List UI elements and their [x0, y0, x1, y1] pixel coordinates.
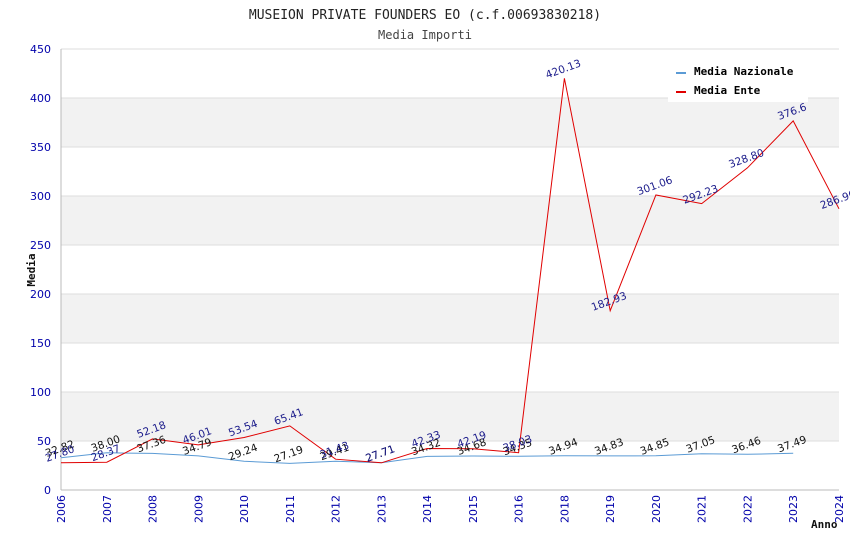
x-tick-label: 2013 [375, 495, 388, 523]
x-tick-label: 2011 [284, 495, 297, 523]
y-tick-label: 300 [30, 190, 51, 203]
grid-band [61, 294, 839, 343]
grid-band [61, 343, 839, 392]
series-line-media-ente [60, 78, 840, 464]
y-tick-label: 50 [37, 435, 51, 448]
x-tick-label: 2020 [650, 495, 663, 523]
legend-background [668, 58, 808, 102]
x-tick-label: 2018 [558, 495, 571, 523]
y-tick-label: 200 [30, 288, 51, 301]
x-tick-label: 2015 [467, 495, 480, 523]
y-tick-labels: 0 50 100 150 200 250 300 350 400 450 [30, 43, 51, 497]
grid-lines [61, 48, 839, 491]
y-tick-label: 150 [30, 337, 51, 350]
x-axis-label: Anno [811, 518, 838, 531]
x-tick-label: 2024 [833, 495, 846, 523]
y-tick-label: 100 [30, 386, 51, 399]
x-tick-label: 2008 [147, 495, 160, 523]
x-tick-label: 2009 [192, 495, 205, 523]
grid-band [61, 441, 839, 490]
x-tick-label: 2014 [421, 495, 434, 523]
x-tick-label: 2012 [330, 495, 343, 523]
y-tick-label: 400 [30, 92, 51, 105]
grid-band [61, 147, 839, 196]
x-tick-label: 2016 [513, 495, 526, 523]
y-axis-label: Media [25, 253, 38, 286]
grid-bands [61, 49, 839, 490]
series-line-media-nazionale [60, 452, 794, 464]
y-tick-label: 350 [30, 141, 51, 154]
x-tick-label: 2006 [55, 495, 68, 523]
x-tick-label: 2021 [696, 495, 709, 523]
chart-subtitle: Media Importi [378, 28, 472, 42]
y-tick-label: 250 [30, 239, 51, 252]
legend: Media Nazionale Media Ente [668, 58, 808, 102]
y-tick-label: 0 [44, 484, 51, 497]
x-tick-label: 2022 [741, 495, 754, 523]
grid-band [61, 98, 839, 147]
x-tick-label: 2010 [238, 495, 251, 523]
x-tick-label: 2023 [787, 495, 800, 523]
grid-band [61, 392, 839, 441]
x-tick-label: 2019 [604, 495, 617, 523]
legend-label-nazionale: Media Nazionale [694, 65, 794, 78]
chart-title: MUSEION PRIVATE FOUNDERS EO (c.f.0069383… [249, 8, 601, 23]
legend-label-ente: Media Ente [694, 84, 761, 97]
series-lines [60, 78, 840, 464]
grid-band [61, 245, 839, 294]
y-tick-label: 450 [30, 43, 51, 56]
x-tick-label: 2007 [101, 495, 114, 523]
grid-band [61, 196, 839, 245]
x-tick-labels: 2006 2007 2008 2009 2010 2011 2012 2013 2014 2015… [55, 495, 846, 523]
